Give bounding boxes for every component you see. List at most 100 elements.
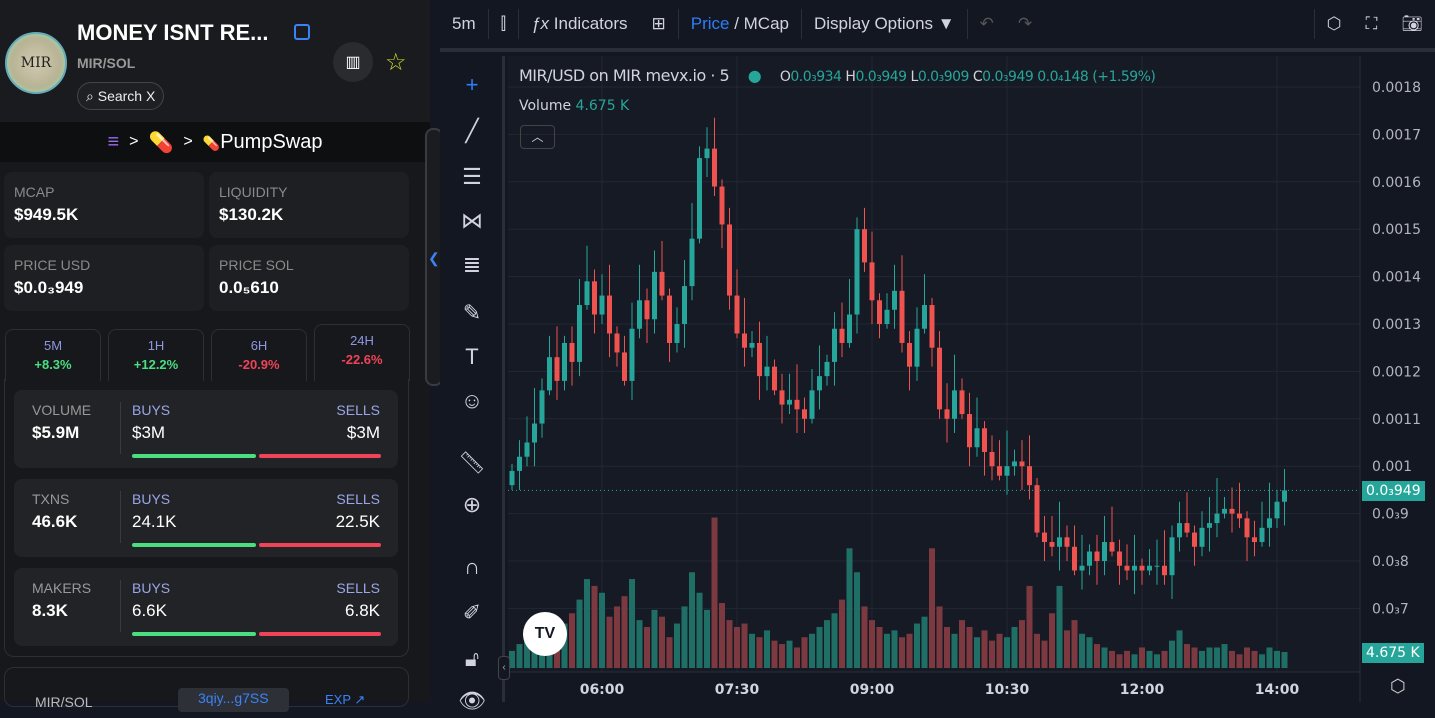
mcap-value: $949.5K xyxy=(14,205,79,224)
volume-bar xyxy=(839,599,845,668)
candle-body xyxy=(599,295,605,315)
volume-bar xyxy=(681,606,688,668)
copy-icon[interactable] xyxy=(294,24,310,40)
candle-body xyxy=(1087,551,1092,566)
indicators-label: Indicators xyxy=(553,14,628,33)
volume-bar xyxy=(996,633,1003,668)
timeframe-tab-6h[interactable]: 6H -20.9% xyxy=(211,329,307,381)
candle-body xyxy=(532,423,537,443)
candle-body xyxy=(1154,565,1160,567)
add-chart-button[interactable]: ▥ xyxy=(333,42,373,82)
price-option[interactable]: Price xyxy=(690,14,730,33)
text-icon[interactable]: T xyxy=(465,344,479,369)
camera-icon[interactable]: 📷︎ xyxy=(1401,14,1423,33)
price-mcap-toggle[interactable]: Price / MCap xyxy=(679,14,801,34)
undo-icon[interactable]: ↶ xyxy=(979,14,994,33)
timeframe-tab-24h[interactable]: 24H -22.6% xyxy=(314,324,410,381)
volume-bar xyxy=(951,633,958,668)
candle-body xyxy=(524,442,530,457)
last-price-tag: 0.0₃949 xyxy=(1362,481,1425,501)
volume-bar xyxy=(599,592,605,668)
axis-settings-icon[interactable]: ⬡ xyxy=(1390,676,1406,696)
volume-bar xyxy=(1259,654,1265,668)
stat-e: SELLS xyxy=(336,491,380,507)
sells-bar xyxy=(259,543,381,547)
volume-bar xyxy=(1019,620,1025,668)
volume-legend: Volume 4.675 K xyxy=(519,98,629,114)
divider xyxy=(120,402,121,454)
search-x-button[interactable]: ⌕ Search X xyxy=(77,82,165,110)
volume-value: 4.675 K xyxy=(575,98,630,114)
mcap-card: MCAP $949.5K xyxy=(4,172,204,238)
crosshair-icon[interactable]: + xyxy=(465,72,479,97)
settings-icon[interactable]: ⬡ xyxy=(1326,14,1342,33)
low-value: 0.0₃909 xyxy=(917,69,970,85)
volume-bar xyxy=(779,644,785,668)
explorer-link[interactable]: EXP ↗ xyxy=(325,692,366,707)
stat-d: $3M xyxy=(132,423,166,442)
unlock-icon[interactable]: 🔓︎ xyxy=(464,646,480,671)
chart-add-icon: ▥ xyxy=(345,54,361,71)
volume-bar xyxy=(689,572,695,668)
volume-bar xyxy=(1026,585,1033,668)
token-avatar: MIR xyxy=(5,32,67,94)
volume-bar xyxy=(1086,637,1093,668)
fib-icon[interactable]: ≣ xyxy=(462,252,482,277)
price-usd-card: PRICE USD $0.0₃949 xyxy=(4,245,204,311)
volume-bar xyxy=(704,609,710,668)
volume-bar xyxy=(576,599,583,668)
collapse-legend-button[interactable]: ︿ xyxy=(520,125,555,149)
magnet-icon[interactable]: ∩ xyxy=(464,554,480,579)
stat-b: $5.9M xyxy=(32,423,80,442)
candle-body xyxy=(682,286,687,324)
redo-icon[interactable]: ↷ xyxy=(1017,14,1033,33)
candle-body xyxy=(1034,485,1040,533)
mcap-option[interactable]: MCap xyxy=(743,14,789,33)
layouts-icon[interactable]: ⊞ xyxy=(651,14,666,33)
volume-bar xyxy=(1124,650,1130,668)
liquidity-card: LIQUIDITY $130.2K xyxy=(209,172,409,238)
indicators-button[interactable]: ƒx Indicators xyxy=(519,14,639,34)
brush-icon[interactable]: ✎ xyxy=(462,300,482,325)
interval-button[interactable]: 5m xyxy=(452,14,476,33)
volume-bar xyxy=(944,626,950,668)
x-tick-label: 12:00 xyxy=(1120,682,1165,698)
pattern-icon[interactable]: ⋈ xyxy=(461,208,483,233)
timeframe-tab-5m[interactable]: 5M +8.3% xyxy=(5,329,101,381)
volume-bar xyxy=(1236,654,1243,668)
volume-bar xyxy=(1206,647,1213,668)
candle-body xyxy=(907,342,912,367)
buys-bar xyxy=(132,632,256,636)
timeframe-tab-1h[interactable]: 1H +12.2% xyxy=(108,329,204,381)
display-options-button[interactable]: Display Options ▼ xyxy=(814,14,955,33)
pair-address-button[interactable]: 3qiy...g7SS xyxy=(178,688,289,712)
scroll-left-icon[interactable]: ‹ xyxy=(498,656,510,680)
lock-drawing-icon[interactable]: ✐ xyxy=(462,600,482,625)
collapse-chevron-icon[interactable]: ❮ xyxy=(428,250,440,266)
candle-body xyxy=(1004,466,1010,476)
favorite-star-icon[interactable]: ☆ xyxy=(385,49,407,76)
candle-body xyxy=(547,357,552,391)
emoji-icon[interactable]: ☺ xyxy=(460,388,484,413)
volume-bar xyxy=(936,606,943,668)
candle-body xyxy=(1274,501,1280,519)
fullscreen-icon[interactable]: ⛶ xyxy=(1365,14,1378,33)
volume-bar xyxy=(1131,654,1138,668)
trend-line-icon[interactable]: ╱ xyxy=(465,118,479,143)
volume-bar xyxy=(516,644,523,668)
timeframe-change: +8.3% xyxy=(34,357,72,372)
candle-body xyxy=(787,399,792,405)
pumpswap-link[interactable]: 💊PumpSwap xyxy=(203,131,323,154)
stat-a: TXNS xyxy=(32,491,70,507)
horizontal-lines-icon[interactable]: ☰ xyxy=(462,164,482,189)
fx-icon: ƒx xyxy=(531,14,550,33)
volume-bar xyxy=(1191,647,1198,668)
ruler-icon[interactable]: 📏︎ xyxy=(458,450,486,475)
candle-body xyxy=(809,390,815,419)
volume-bar xyxy=(966,626,973,668)
eye-icon[interactable]: 👁︎ xyxy=(458,688,486,713)
candle-body xyxy=(1049,542,1055,547)
candle-type-icon[interactable]: ⫿ xyxy=(500,14,507,33)
zoom-in-icon[interactable]: ⊕ xyxy=(462,492,482,517)
candle-body xyxy=(1102,542,1107,561)
